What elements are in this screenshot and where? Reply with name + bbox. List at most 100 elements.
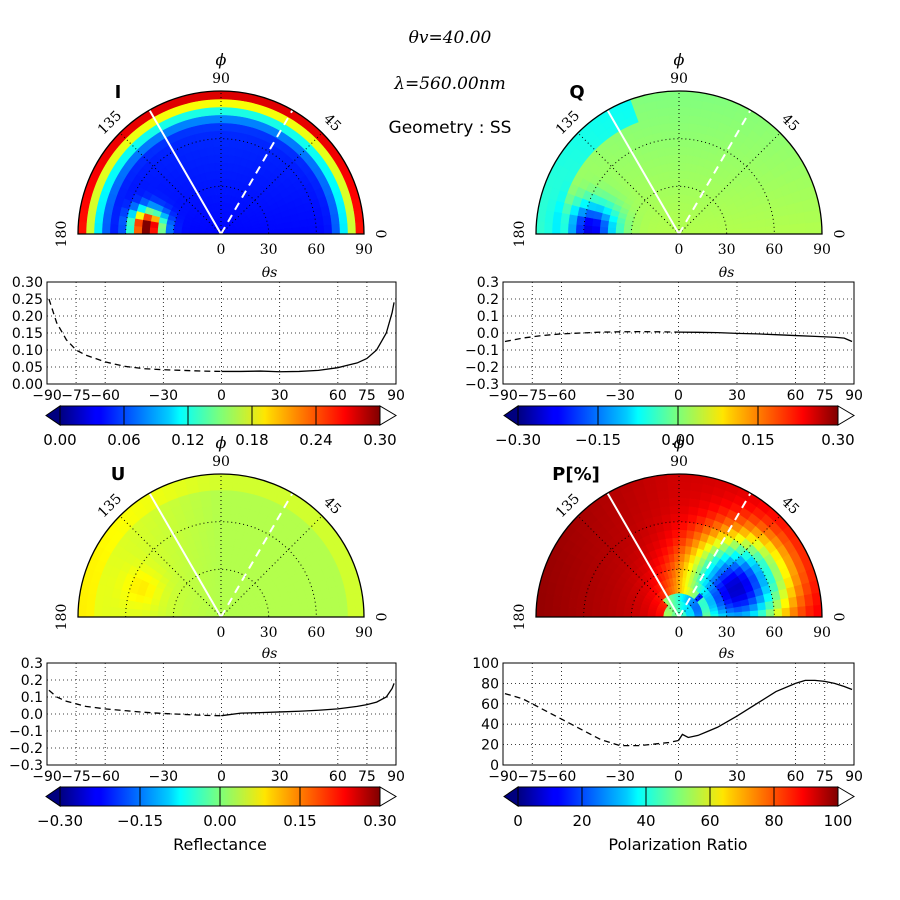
y-tick-label: −0.1 bbox=[9, 724, 43, 740]
polar-cell bbox=[331, 606, 341, 618]
polar-cell bbox=[607, 604, 617, 612]
polar-cell bbox=[157, 222, 167, 230]
y-tick-label: 0.0 bbox=[477, 326, 499, 342]
series-line-backscatter bbox=[48, 298, 222, 373]
colorbar-tick-label: 0.30 bbox=[363, 812, 396, 830]
polar-cell bbox=[685, 529, 695, 540]
y-tick-label: −0.2 bbox=[465, 360, 499, 376]
polar-cell bbox=[567, 606, 577, 618]
x-axis-label: θs bbox=[262, 646, 278, 662]
polar-cell bbox=[666, 481, 680, 491]
angle-label-90: 90 bbox=[212, 71, 230, 87]
polar-cell bbox=[773, 224, 783, 235]
polar-cell bbox=[323, 606, 333, 618]
series-line-backscatter bbox=[504, 330, 679, 343]
polar-cell bbox=[101, 595, 112, 608]
geometry-title: Geometry : SS bbox=[388, 118, 512, 138]
polar-cell bbox=[599, 602, 609, 612]
line-chart: 0.30.20.10.0−0.1−0.2−0.3−90 −75 −60 −30 0 30 6… bbox=[465, 265, 863, 404]
polar-cell bbox=[117, 607, 127, 618]
polar-cell bbox=[229, 505, 241, 516]
polar-cell bbox=[226, 545, 234, 555]
polar-cell bbox=[607, 227, 617, 235]
polar-cell bbox=[780, 597, 791, 609]
colorbar-under-arrow bbox=[45, 786, 61, 807]
polar-cell bbox=[208, 98, 222, 108]
polar-cell bbox=[678, 106, 691, 116]
colorbar-tick-label: 0 bbox=[513, 812, 523, 830]
x-tick-label: 0 bbox=[674, 388, 683, 404]
polar-cell bbox=[220, 489, 233, 499]
series-line-backscatter bbox=[504, 692, 679, 747]
colorbar-tick-label: 0.12 bbox=[171, 431, 204, 449]
polar-cell bbox=[672, 545, 680, 555]
y-tick-label: 0 bbox=[490, 758, 499, 774]
phi-label: ϕ bbox=[216, 50, 227, 69]
polar-cell bbox=[220, 553, 227, 562]
polar-cell bbox=[220, 513, 231, 523]
y-tick-label: 0.15 bbox=[12, 326, 43, 342]
polar-cell bbox=[208, 473, 222, 483]
x-tick-label: −60 bbox=[90, 388, 120, 404]
colorbar-tick-label: 0.15 bbox=[283, 812, 316, 830]
angle-label-90: 90 bbox=[670, 71, 688, 87]
polar-cell bbox=[210, 497, 222, 507]
x-tick-label: 60 bbox=[329, 388, 347, 404]
polar-cell bbox=[220, 481, 234, 491]
radial-grid-circle bbox=[172, 185, 270, 235]
y-tick-label: 0.00 bbox=[12, 377, 43, 393]
polar-cell bbox=[220, 122, 232, 132]
polar-cell bbox=[667, 489, 680, 499]
polar-cell bbox=[125, 608, 135, 618]
polar-cell bbox=[741, 610, 751, 618]
polar-cell bbox=[322, 214, 333, 226]
polar-cell bbox=[228, 130, 240, 141]
angle-label-0: 0 bbox=[372, 613, 388, 622]
polar-cell bbox=[678, 154, 687, 164]
polar-cell bbox=[797, 605, 807, 618]
view-zenith-title: θv=40.00 bbox=[408, 28, 492, 48]
principal-plane-line bbox=[148, 109, 222, 235]
colorbar-tick-label: 80 bbox=[764, 812, 783, 830]
colorbar-P: 0 20 40 60 80 100 Polarization Ratio bbox=[503, 786, 855, 854]
x-tick-label: −90 bbox=[32, 769, 62, 785]
colorbar-gradient bbox=[517, 786, 839, 807]
colorbar-label: Reflectance bbox=[173, 835, 267, 854]
polar-cell bbox=[355, 221, 365, 235]
polar-cell bbox=[208, 90, 222, 100]
polar-cell bbox=[117, 215, 128, 227]
polar-cell bbox=[591, 601, 602, 611]
series-line-forward bbox=[678, 331, 853, 343]
polar-cell bbox=[591, 609, 601, 618]
colorbar-U: −0.30 −0.15 0.00 0.15 0.30 Reflectance bbox=[37, 786, 397, 854]
polar-cell bbox=[678, 170, 685, 179]
polar-cell bbox=[678, 138, 688, 148]
polar-cell bbox=[322, 597, 333, 609]
angle-label-45: 45 bbox=[320, 111, 344, 135]
polar-cell bbox=[339, 605, 349, 618]
polar-cell bbox=[208, 481, 222, 491]
polar-cell bbox=[551, 222, 561, 235]
colorbar-over-arrow bbox=[837, 405, 855, 426]
series-line-backscatter bbox=[48, 689, 222, 717]
angle-label-180: 180 bbox=[512, 604, 528, 631]
polar-cell bbox=[199, 114, 212, 125]
polar-cell bbox=[678, 521, 688, 531]
x-tick-label: 90 bbox=[387, 388, 405, 404]
polar-cell bbox=[670, 521, 680, 531]
polar-cell bbox=[765, 225, 775, 235]
radial-tick-label: 0 bbox=[217, 242, 226, 258]
colorbar-tick-label: 0.06 bbox=[107, 431, 140, 449]
polar-cell bbox=[220, 154, 229, 164]
colorbar-tick-label: 0.30 bbox=[363, 431, 396, 449]
colorbar-label: Polarization Ratio bbox=[608, 835, 747, 854]
x-tick-label: 90 bbox=[387, 769, 405, 785]
series-line-forward bbox=[221, 683, 395, 717]
polar-cell bbox=[220, 106, 233, 116]
polar-cell bbox=[226, 537, 236, 547]
angle-label-0: 0 bbox=[372, 230, 388, 239]
x-tick-label: 75 bbox=[358, 769, 376, 785]
radial-tick-label: 90 bbox=[355, 625, 373, 641]
polar-cell bbox=[583, 225, 593, 235]
x-tick-label: −30 bbox=[605, 388, 635, 404]
